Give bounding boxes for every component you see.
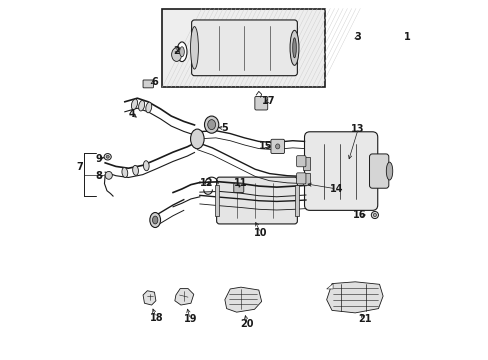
Text: 18: 18: [149, 312, 163, 323]
Polygon shape: [175, 289, 193, 305]
Text: 9: 9: [96, 154, 102, 163]
Ellipse shape: [292, 38, 296, 58]
FancyBboxPatch shape: [233, 183, 244, 193]
Text: 16: 16: [352, 210, 366, 220]
Text: 17: 17: [262, 96, 275, 106]
Ellipse shape: [171, 48, 181, 62]
FancyBboxPatch shape: [304, 132, 377, 210]
Ellipse shape: [131, 99, 137, 109]
FancyBboxPatch shape: [254, 96, 267, 110]
Text: 1: 1: [403, 32, 409, 42]
FancyBboxPatch shape: [270, 139, 284, 154]
Bar: [294, 185, 298, 216]
Text: 14: 14: [329, 184, 343, 194]
Ellipse shape: [132, 165, 138, 175]
Text: 2: 2: [173, 46, 180, 56]
Ellipse shape: [122, 167, 127, 177]
Ellipse shape: [106, 156, 109, 158]
FancyBboxPatch shape: [191, 20, 297, 76]
Text: 10: 10: [253, 228, 267, 238]
Text: 8: 8: [96, 171, 102, 181]
FancyBboxPatch shape: [296, 156, 305, 167]
FancyBboxPatch shape: [143, 80, 153, 88]
Text: 21: 21: [358, 314, 371, 324]
Text: 12: 12: [199, 178, 213, 188]
FancyBboxPatch shape: [216, 177, 297, 224]
Polygon shape: [143, 291, 156, 305]
Bar: [303, 157, 309, 170]
Ellipse shape: [204, 116, 218, 133]
Ellipse shape: [190, 129, 203, 149]
Text: 7: 7: [77, 162, 83, 172]
Ellipse shape: [149, 212, 160, 228]
Ellipse shape: [145, 102, 151, 113]
Text: 5: 5: [221, 123, 228, 133]
Text: 11: 11: [234, 178, 247, 188]
Text: 6: 6: [151, 77, 158, 87]
Text: 15: 15: [258, 141, 271, 151]
Text: 3: 3: [354, 32, 361, 42]
Ellipse shape: [372, 213, 376, 217]
Ellipse shape: [370, 211, 378, 219]
Ellipse shape: [177, 42, 186, 62]
Ellipse shape: [143, 161, 149, 171]
Polygon shape: [326, 284, 332, 289]
Ellipse shape: [138, 100, 144, 111]
Ellipse shape: [105, 171, 112, 179]
Ellipse shape: [207, 120, 215, 130]
Bar: [215, 185, 219, 216]
FancyBboxPatch shape: [369, 154, 388, 188]
Polygon shape: [224, 287, 261, 312]
Text: 20: 20: [240, 319, 254, 329]
Bar: [162, 9, 324, 87]
Ellipse shape: [386, 162, 392, 180]
Ellipse shape: [289, 30, 298, 65]
Ellipse shape: [275, 144, 279, 149]
Text: 13: 13: [351, 124, 364, 134]
Polygon shape: [326, 282, 382, 313]
Bar: [303, 173, 309, 185]
FancyBboxPatch shape: [296, 173, 305, 184]
Ellipse shape: [152, 216, 158, 224]
Text: 19: 19: [183, 314, 197, 324]
Ellipse shape: [104, 154, 111, 160]
Text: 4: 4: [128, 109, 135, 119]
Ellipse shape: [179, 47, 184, 57]
Ellipse shape: [190, 27, 198, 69]
